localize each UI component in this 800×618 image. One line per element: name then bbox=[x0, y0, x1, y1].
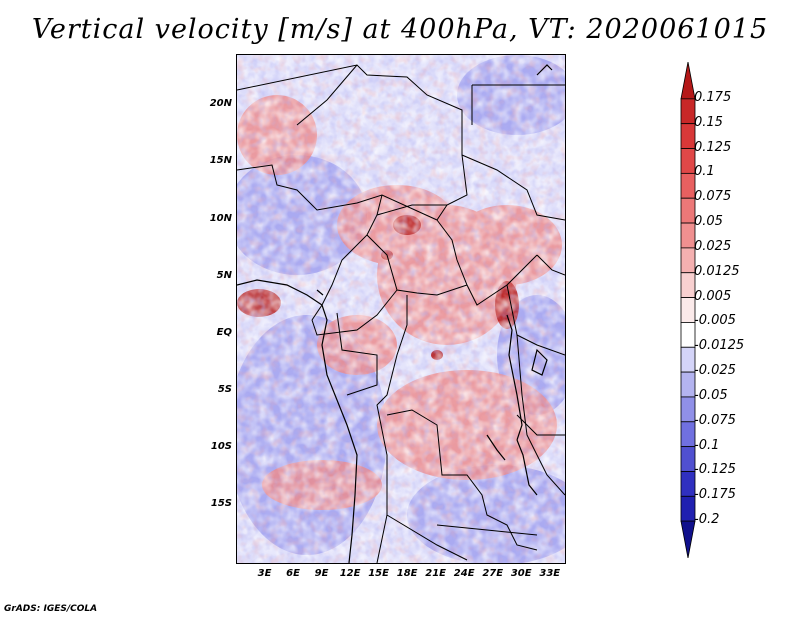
color-scale-bar bbox=[680, 62, 696, 558]
colorbar-segment bbox=[680, 446, 696, 472]
map-title: Vertical velocity [m/s] at 400hPa, VT: 2… bbox=[31, 14, 769, 45]
colorbar-segment bbox=[680, 346, 696, 373]
colorbar-segment bbox=[680, 247, 696, 274]
colorbar-value-label: 0.005 bbox=[694, 288, 732, 304]
colorbar-value-label: 0.05 bbox=[694, 214, 723, 230]
colorbar-segment bbox=[680, 421, 696, 448]
latitude-tick-label: 15N bbox=[209, 155, 232, 167]
colorbar-value-label: -0.125 bbox=[694, 462, 736, 478]
colorbar-value-label: -0.075 bbox=[694, 412, 736, 428]
longitude-tick-label: 9E bbox=[314, 568, 329, 579]
colorbar-value-label: -0.025 bbox=[694, 363, 736, 379]
colorbar-value-label: 0.0125 bbox=[694, 263, 740, 279]
colorbar-value-label: 0.025 bbox=[694, 238, 732, 254]
colorbar-value-label: -0.05 bbox=[694, 387, 728, 403]
colorbar-segment bbox=[680, 197, 696, 224]
map-panel bbox=[236, 54, 566, 564]
longitude-tick-label: 27E bbox=[482, 568, 504, 579]
longitude-tick-label: 15E bbox=[368, 568, 389, 579]
colorbar-value-label: -0.0125 bbox=[694, 338, 745, 354]
colorbar-value-label: -0.1 bbox=[694, 437, 720, 453]
latitude-tick-label: 5S bbox=[217, 383, 232, 395]
longitude-tick-label: 33E bbox=[539, 568, 561, 579]
colorbar-value-label: 0.15 bbox=[694, 114, 723, 130]
latitude-tick-label: 15S bbox=[210, 497, 232, 509]
vertical-velocity-map bbox=[237, 55, 565, 563]
colorbar-segment bbox=[680, 322, 696, 348]
latitude-tick-label: 5N bbox=[216, 269, 232, 281]
colorbar-value-label: -0.175 bbox=[694, 487, 736, 503]
colorbar-segment bbox=[680, 62, 696, 100]
grads-credit: GrADS: IGES/COLA bbox=[4, 604, 98, 614]
longitude-tick-label: 12E bbox=[339, 568, 361, 579]
colorbar-segment bbox=[680, 148, 696, 174]
colorbar-segment bbox=[680, 495, 696, 522]
longitude-tick-label: 30E bbox=[510, 568, 532, 579]
colorbar-value-label: 0.1 bbox=[694, 164, 715, 180]
coastline bbox=[237, 64, 553, 563]
colorbar-segment bbox=[680, 396, 696, 423]
latitude-tick-label: 10S bbox=[210, 440, 232, 452]
colorbar-segment bbox=[680, 371, 696, 398]
colorbar-value-label: -0.005 bbox=[694, 313, 736, 329]
longitude-tick-label: 24E bbox=[453, 568, 475, 579]
colorbar-segment bbox=[680, 98, 696, 125]
latitude-tick-label: 20N bbox=[209, 98, 232, 110]
colorbar-segment bbox=[680, 222, 696, 249]
longitude-tick-label: 18E bbox=[396, 568, 418, 579]
colorbar-value-label: 0.125 bbox=[694, 139, 732, 155]
longitude-tick-label: 21E bbox=[425, 568, 447, 579]
colorbar-value-label: 0.175 bbox=[694, 89, 732, 105]
colorbar-value-label: 0.075 bbox=[694, 189, 732, 205]
colorbar-segment bbox=[680, 172, 696, 199]
colorbar-segment bbox=[680, 272, 696, 298]
longitude-tick-label: 3E bbox=[257, 568, 272, 579]
colorbar-segment bbox=[680, 123, 696, 149]
colorbar-value-label: -0.2 bbox=[694, 512, 720, 528]
colorbar-segment bbox=[680, 520, 696, 558]
colorbar-segment bbox=[680, 297, 696, 323]
latitude-tick-label: EQ bbox=[216, 326, 232, 338]
longitude-tick-label: 6E bbox=[286, 568, 300, 579]
colorbar-segment bbox=[680, 471, 696, 497]
latitude-tick-label: 10N bbox=[209, 212, 232, 224]
